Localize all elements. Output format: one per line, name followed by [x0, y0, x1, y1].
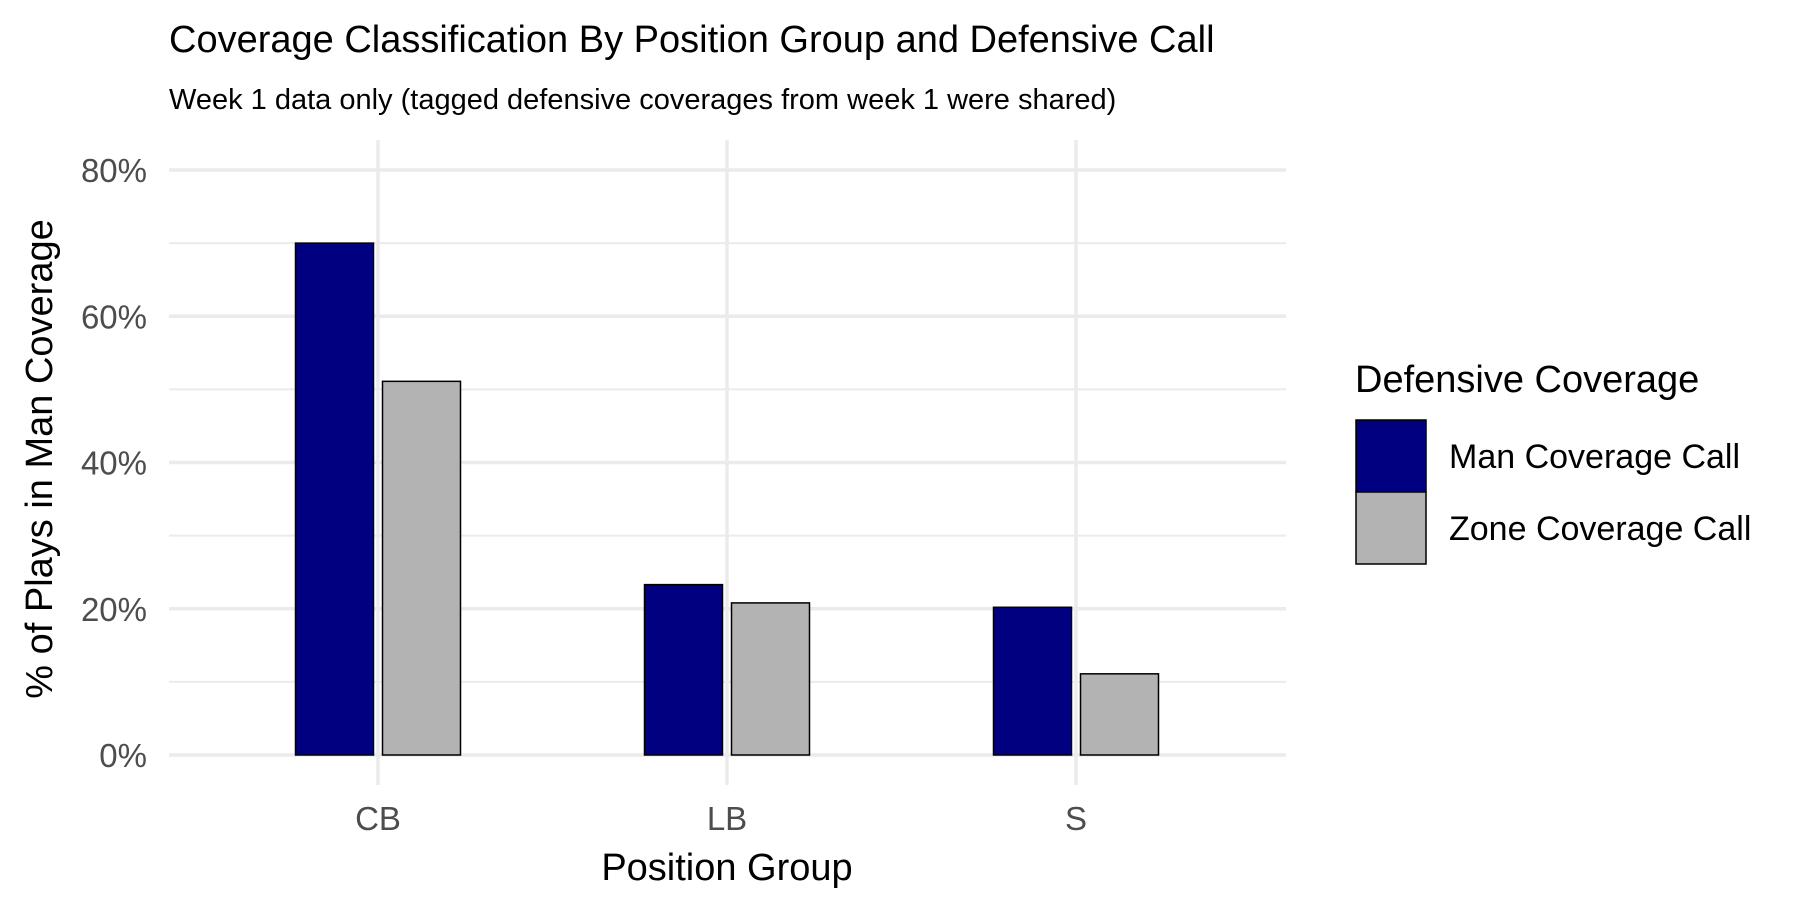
bar-zone-cb: [381, 380, 462, 756]
y-tick-label: 20%: [81, 591, 147, 628]
legend: Defensive Coverage Man Coverage Call Zon…: [1355, 359, 1751, 565]
bar-man-cb: [294, 242, 375, 756]
bar-zone-lb: [730, 602, 811, 756]
chart-title: Coverage Classification By Position Grou…: [169, 19, 1215, 61]
bar-man-lb: [643, 583, 724, 756]
legend-swatch-zone: [1355, 491, 1427, 565]
x-axis-ticks: CB LB S: [355, 800, 1087, 837]
y-tick-label: 60%: [81, 298, 147, 335]
legend-title: Defensive Coverage: [1355, 359, 1699, 401]
bar-man-s: [992, 606, 1073, 756]
legend-label-zone: Zone Coverage Call: [1449, 510, 1751, 548]
x-tick-label: LB: [707, 800, 747, 837]
chart-subtitle: Week 1 data only (tagged defensive cover…: [169, 84, 1116, 116]
bar-zone-s: [1079, 673, 1160, 756]
bars: [294, 242, 1160, 756]
x-tick-label: CB: [355, 800, 401, 837]
y-axis-ticks: 0% 20% 40% 60% 80%: [81, 152, 147, 774]
legend-swatch-man: [1355, 419, 1427, 493]
y-tick-label: 40%: [81, 445, 147, 482]
x-tick-label: S: [1065, 800, 1087, 837]
y-axis-title: % of Plays in Man Coverage: [19, 219, 61, 698]
y-tick-label: 80%: [81, 152, 147, 189]
y-tick-label: 0%: [99, 737, 147, 774]
x-axis-title: Position Group: [601, 847, 852, 889]
legend-label-man: Man Coverage Call: [1449, 438, 1740, 476]
